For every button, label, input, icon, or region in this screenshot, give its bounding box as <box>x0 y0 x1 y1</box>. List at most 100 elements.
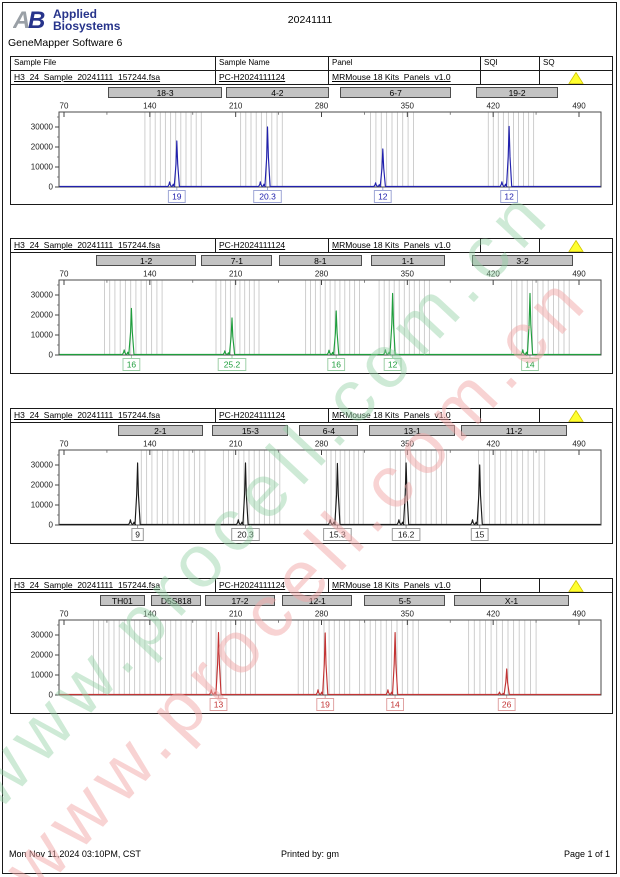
y-axis: 0 10000 20000 30000 <box>31 624 59 700</box>
table-column-headers: Sample File Sample Name Panel SQI SQ <box>11 57 612 71</box>
allele-label-box <box>383 358 402 371</box>
y-tick-label: 0 <box>49 183 54 192</box>
sample-file-cell: H3_24_Sample_20241111_157244.fsa <box>11 409 216 422</box>
allele-labels: 9 20.3 15.3 16.2 15 <box>131 525 489 541</box>
marker-box-6-4: 6-4 <box>299 425 359 436</box>
allele-label-box <box>373 190 392 203</box>
marker-bar-row: 1-2 7-1 8-1 1-1 3-2 <box>11 253 612 268</box>
panel-cell: MRMouse 18 Kits_Panels_v1.0 <box>329 71 481 84</box>
allele-label-box <box>217 358 247 371</box>
x-tick-label: 420 <box>486 610 500 619</box>
y-tick-label: 30000 <box>31 123 54 132</box>
x-tick-label: 490 <box>572 270 586 279</box>
x-tick-label: 70 <box>60 270 69 279</box>
marker-box-18-3: 18-3 <box>108 87 223 98</box>
trace-path <box>59 292 601 356</box>
svg-text:A: A <box>13 7 30 33</box>
y-tick-label: 30000 <box>31 631 54 640</box>
y-tick-label: 20000 <box>31 311 54 320</box>
x-tick-label: 70 <box>60 610 69 619</box>
allele-labels: 13 19 14 26 <box>209 695 516 711</box>
col-header-sq: SQ <box>543 58 555 67</box>
electropherogram-plot-blue: 70 140 210 280 350 420 490 0 10000 20000 30000 19 20… <box>31 102 602 203</box>
footer-page-number: Page 1 of 1 <box>563 849 610 859</box>
electropherogram-plot-red: 70 140 210 280 350 420 490 0 10000 20000 30000 13 19… <box>31 610 602 711</box>
svg-text:B: B <box>28 7 45 33</box>
allele-call-value: 16.2 <box>398 530 415 540</box>
y-tick-label: 10000 <box>31 163 54 172</box>
allele-labels: 19 20.3 12 12 <box>167 187 519 203</box>
col-header-panel: Panel <box>329 57 481 70</box>
x-tick-label: 420 <box>486 102 500 111</box>
allele-label-box <box>327 358 346 371</box>
allele-call-value: 12 <box>504 192 514 202</box>
col-header-sample-file: Sample File <box>11 57 216 70</box>
allele-call-value: 20.3 <box>237 530 254 540</box>
marker-bar-row: 18-3 4-2 6-7 19-2 <box>11 85 612 100</box>
electropherogram-panel-4: H3_24_Sample_20241111_157244.fsa PC-H202… <box>10 578 613 714</box>
y-tick-label: 20000 <box>31 651 54 660</box>
allele-bin-lines <box>104 280 570 355</box>
marker-bar-row: TH01 D5S818 17-2 12-1 5-5 X-1 <box>11 593 612 608</box>
x-tick-label: 490 <box>572 610 586 619</box>
marker-box-3-2: 3-2 <box>472 255 573 266</box>
x-axis-ruler: 70 140 210 280 350 420 490 <box>60 270 586 285</box>
report-title: 20241111 <box>287 14 333 26</box>
panel-cell: MRMouse 18 Kits_Panels_v1.0 <box>329 409 481 422</box>
x-tick-label: 280 <box>315 610 329 619</box>
x-tick-label: 280 <box>315 270 329 279</box>
x-tick-label: 70 <box>60 440 69 449</box>
x-tick-label: 140 <box>143 270 157 279</box>
sample-name-cell: PC-H2024111124 <box>216 579 329 592</box>
x-axis-ruler: 70 140 210 280 350 420 490 <box>60 610 586 625</box>
x-tick-label: 350 <box>401 610 415 619</box>
panel-cell: MRMouse 18 Kits_Panels_v1.0 <box>329 579 481 592</box>
marker-box-D5S818: D5S818 <box>151 595 202 606</box>
marker-box-6-7: 6-7 <box>339 87 452 98</box>
sample-file-cell: H3_24_Sample_20241111_157244.fsa <box>11 579 216 592</box>
brand-line-1: Applied <box>53 7 97 21</box>
sample-row: H3_24_Sample_20241111_157244.fsa PC-H202… <box>11 239 612 253</box>
allele-call-value: 26 <box>502 700 512 710</box>
allele-label-box <box>497 698 516 711</box>
y-axis: 0 10000 20000 30000 <box>31 116 59 192</box>
allele-bin-lines <box>144 112 535 187</box>
allele-label-box <box>391 528 421 541</box>
x-tick-label: 210 <box>229 440 243 449</box>
allele-call-value: 14 <box>525 360 535 370</box>
y-tick-label: 10000 <box>31 671 54 680</box>
x-tick-label: 280 <box>315 440 329 449</box>
marker-bar-row: 2-1 15-3 6-4 13-1 11-2 <box>11 423 612 438</box>
x-tick-label: 420 <box>486 440 500 449</box>
allele-call-value: 19 <box>172 192 182 202</box>
x-tick-label: 210 <box>229 270 243 279</box>
allele-call-value: 16 <box>331 360 341 370</box>
electropherogram-panel-1: Sample File Sample Name Panel SQI SQ H3_… <box>10 56 613 205</box>
y-tick-label: 0 <box>49 351 54 360</box>
allele-label-box <box>209 698 228 711</box>
allele-label-box <box>131 528 144 541</box>
x-axis-ruler: 70 140 210 280 350 420 490 <box>60 102 586 117</box>
x-tick-label: 350 <box>401 102 415 111</box>
marker-box-1-1: 1-1 <box>370 255 446 266</box>
x-tick-label: 490 <box>572 102 586 111</box>
allele-labels: 16 25.2 16 12 14 <box>122 355 539 371</box>
x-tick-label: 140 <box>143 610 157 619</box>
brand-line-2: Biosystems <box>53 19 121 33</box>
marker-box-19-2: 19-2 <box>476 87 559 98</box>
allele-call-value: 15 <box>475 530 485 540</box>
x-tick-label: 210 <box>229 102 243 111</box>
y-tick-label: 30000 <box>31 291 54 300</box>
marker-box-8-1: 8-1 <box>278 255 362 266</box>
y-axis: 0 10000 20000 30000 <box>31 284 59 360</box>
x-tick-label: 420 <box>486 270 500 279</box>
allele-bin-lines <box>92 620 537 695</box>
sq-cell <box>540 239 612 252</box>
warning-triangle-icon <box>568 240 584 252</box>
x-tick-label: 140 <box>143 440 157 449</box>
sample-file-cell: H3_24_Sample_20241111_157244.fsa <box>11 71 216 84</box>
allele-label-box <box>521 358 539 371</box>
col-header-sqi: SQI <box>481 57 540 70</box>
x-tick-label: 140 <box>143 102 157 111</box>
electropherogram-plot-green: 70 140 210 280 350 420 490 0 10000 20000 30000 16 25… <box>31 270 602 371</box>
